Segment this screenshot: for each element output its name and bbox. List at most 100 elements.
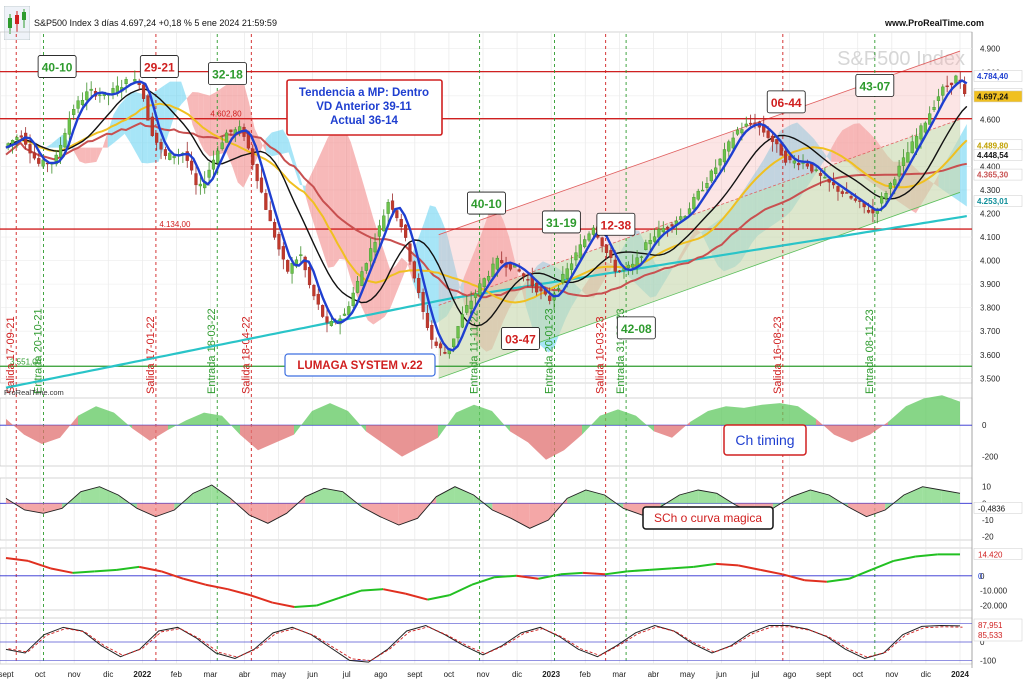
candle-body	[211, 159, 216, 170]
cloud-segment	[271, 130, 278, 157]
score-tag-text: 42-08	[621, 322, 652, 336]
candle-body	[880, 196, 884, 204]
cloud-segment	[339, 129, 346, 260]
osc-line-segment	[5, 556, 29, 562]
ichimoku-cloud	[45, 81, 967, 353]
candle-body	[722, 149, 727, 163]
x-tick-label: mar	[204, 670, 218, 679]
cloud-segment	[141, 93, 148, 164]
x-tick-label: jun	[715, 670, 727, 679]
cloud-segment	[712, 220, 719, 267]
sch-area-segment	[436, 486, 455, 504]
sch-area-segment	[136, 503, 156, 517]
sch-y-tick: 10	[982, 483, 991, 492]
candle-body	[657, 229, 661, 238]
candle-body	[386, 202, 390, 214]
right-value-label: 4.365,30	[977, 171, 1009, 180]
cloud-segment	[45, 143, 52, 148]
candle-body	[19, 135, 23, 138]
candle-body	[919, 125, 923, 140]
timing-area-segment	[510, 425, 528, 443]
timing-y-tick: 0	[982, 421, 987, 430]
candle-body	[788, 155, 792, 161]
osc-line-segment	[382, 588, 406, 595]
signal-label: Salida 18-04-22	[240, 316, 252, 394]
sch-value-label: -0,4836	[978, 504, 1006, 513]
candle-body	[963, 84, 967, 95]
trend-info-box: Tendencia a MP: Dentro VD Anterior 39-11 A…	[286, 79, 443, 136]
score-tag-text: 40-10	[42, 61, 73, 75]
cloud-segment	[853, 123, 860, 174]
candle-body	[897, 165, 901, 177]
osc-line-segment	[94, 568, 117, 573]
candle-body	[207, 169, 211, 178]
candle-body	[72, 109, 76, 115]
candle-body	[216, 150, 220, 163]
timing-area-segment	[834, 425, 852, 443]
y-tick-label: 4.600	[980, 115, 1001, 124]
candle-body	[609, 250, 613, 258]
candle-body	[373, 242, 377, 253]
timing-area-segment	[618, 409, 636, 426]
timing-area-segment	[690, 411, 708, 426]
sch-box-text: SCh o curva magica	[654, 511, 762, 525]
candle-body	[294, 259, 299, 267]
osc-line-segment	[848, 568, 872, 580]
candle-body	[37, 158, 41, 164]
x-tick-label: nov	[68, 670, 81, 679]
candle-body	[932, 107, 936, 111]
candle-body	[63, 132, 67, 148]
sch-line	[5, 484, 961, 529]
candle-body	[853, 198, 858, 201]
x-tick-label: jul	[342, 670, 351, 679]
score-tag-text: 31-19	[546, 216, 577, 230]
cloud-segment	[164, 81, 170, 147]
candle-body	[692, 197, 696, 210]
candle-body	[32, 152, 36, 159]
y-tick-label: 3.700	[980, 327, 1001, 336]
osc-line-segment	[316, 597, 340, 607]
candle-body	[775, 139, 779, 145]
cloud-segment	[226, 81, 233, 166]
right-value-box	[973, 168, 1023, 181]
candle-body	[718, 158, 722, 166]
candle-body	[714, 167, 718, 174]
cloud-segment	[882, 148, 888, 195]
cloud-segment	[927, 179, 933, 195]
timing-area-segment	[852, 425, 870, 443]
candle-body	[67, 118, 71, 135]
osc-line-segment	[338, 589, 362, 600]
timing-area-segment	[114, 412, 132, 429]
cloud-segment	[169, 81, 176, 130]
x-tick-label: 2022	[133, 670, 151, 679]
x-tick-label: mar	[612, 670, 626, 679]
candle-body	[364, 263, 368, 271]
candle-body	[80, 100, 85, 106]
candle-body	[299, 254, 303, 257]
candle-body	[639, 256, 644, 258]
osc-zero-label: 0	[978, 572, 983, 581]
sch-area-segment	[772, 496, 792, 509]
timing-area-segment	[276, 425, 294, 443]
cloud-segment	[282, 129, 289, 154]
x-tick-label: 2024	[951, 670, 969, 679]
sch-area-segment	[492, 503, 512, 519]
right-value-box	[973, 90, 1023, 103]
x-tick-label: sept	[816, 670, 832, 679]
sch-area-segment	[511, 503, 530, 529]
candle-body	[600, 237, 604, 247]
candle-body	[561, 273, 565, 283]
sch-area-segment	[847, 503, 867, 517]
candle-body	[526, 279, 530, 281]
candle-body	[150, 116, 154, 136]
y-tick-label: 3.900	[980, 280, 1001, 289]
timing-box-text: Ch timing	[735, 432, 794, 448]
candle-body	[460, 314, 464, 328]
candle-body	[438, 343, 443, 349]
system-box-frame	[284, 353, 436, 377]
timing-area-segment	[366, 425, 384, 444]
timing-area-segment	[294, 411, 312, 435]
x-tick-label: feb	[171, 670, 183, 679]
stoch-value-1: 87,951	[978, 621, 1003, 630]
